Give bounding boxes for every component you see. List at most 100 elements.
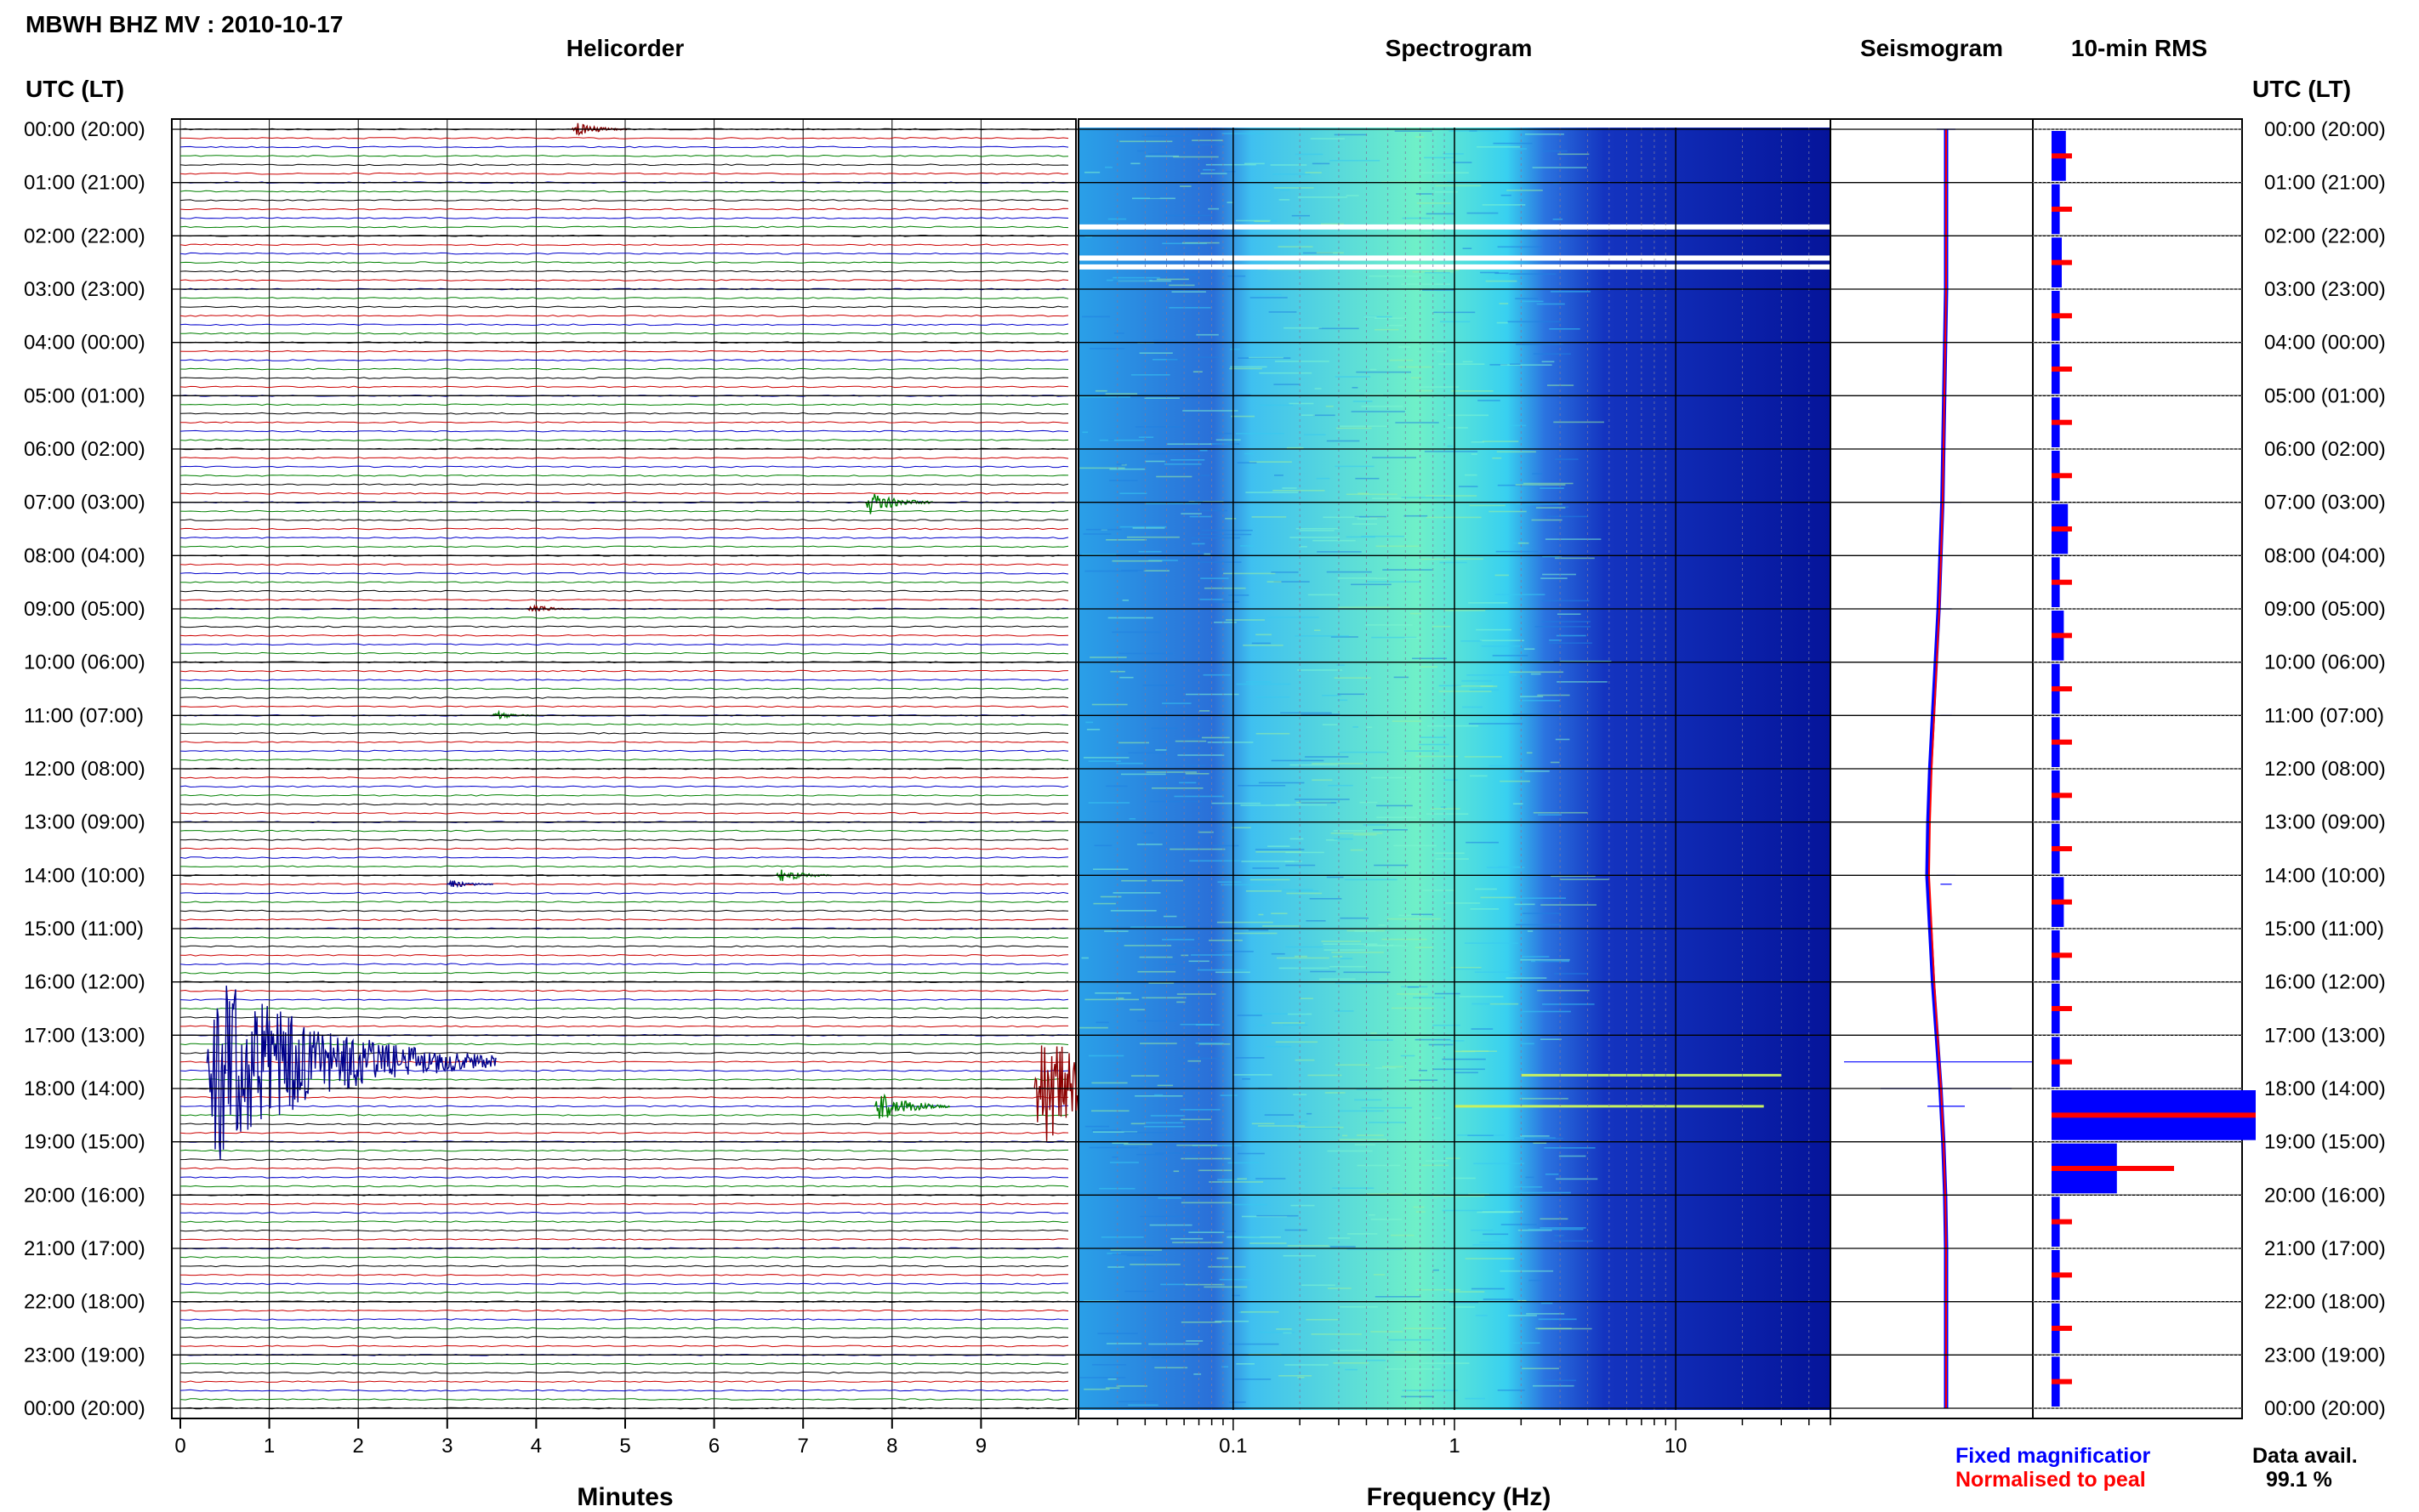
spectrogram-streak: [1468, 1193, 1489, 1195]
helicorder-trace: [179, 617, 1069, 619]
spectrogram-streak: [1188, 144, 1225, 146]
spectrogram-streak: [1344, 878, 1397, 881]
spectrogram-streak: [1471, 1028, 1494, 1030]
spectrogram-streak: [1466, 212, 1499, 214]
helicorder-trace: [179, 1096, 1069, 1099]
spectrogram-streak: [1130, 1009, 1146, 1011]
helicorder-event: [864, 493, 933, 514]
spectrogram-streak: [1181, 765, 1205, 767]
spectrogram-streak: [1425, 495, 1477, 497]
spectrogram-streak: [1141, 997, 1187, 999]
spectrogram-streak: [1326, 440, 1360, 442]
spectrogram-streak: [1453, 1050, 1497, 1052]
spectrogram-streak: [1368, 1122, 1406, 1123]
helicorder-trace: [179, 1291, 1069, 1294]
spectrogram-streak: [1509, 363, 1521, 366]
spectrogram-streak: [1534, 626, 1591, 628]
spectrogram-streak: [1300, 998, 1313, 999]
helicorder-trace: [179, 847, 1069, 850]
spectrogram-streak: [1272, 490, 1325, 492]
spectrogram-streak: [1151, 1356, 1181, 1359]
spectrogram-streak: [1185, 927, 1238, 929]
spectrogram-streak: [1185, 773, 1210, 775]
spectrogram-streak: [1295, 1128, 1339, 1129]
spectrogram-streak: [1251, 1123, 1275, 1125]
spectrogram-streak: [1335, 982, 1389, 984]
spectrogram-streak: [1301, 802, 1337, 804]
hour-label-left: 13:00 (09:00): [24, 811, 145, 834]
spectrogram-streak: [1249, 878, 1290, 881]
helicorder-tick-label: 9: [976, 1435, 987, 1458]
spectrogram-streak: [1497, 1390, 1525, 1391]
spectrogram-streak: [1137, 1020, 1177, 1022]
spectrogram-streak: [1273, 581, 1310, 583]
spectrogram-streak: [1465, 474, 1477, 476]
spectrogram-tick-label: 0.1: [1219, 1435, 1247, 1458]
helicorder-trace: [179, 545, 1069, 549]
spectrogram-streak: [1521, 956, 1550, 958]
spectrogram-streak: [1375, 1296, 1421, 1298]
spectrogram-feature: [1521, 1073, 1782, 1077]
spectrogram-streak: [1187, 1060, 1201, 1062]
helicorder-trace: [179, 172, 1069, 175]
spectrogram-streak: [1545, 538, 1602, 540]
hour-label-right: 14:00 (10:00): [2264, 864, 2386, 887]
spectrogram-streak: [1424, 271, 1450, 274]
spectrogram-streak: [1170, 1237, 1204, 1240]
spectrogram-streak: [1285, 946, 1323, 948]
spectrogram-streak: [1216, 921, 1273, 924]
spectrogram-streak: [1328, 784, 1353, 787]
helicorder-trace: [179, 909, 1069, 912]
spectrogram-streak: [1469, 504, 1505, 507]
hour-label-right: 00:00 (20:00): [2264, 118, 2386, 141]
spectrogram-streak: [1140, 1215, 1192, 1218]
spectrogram-streak: [1450, 1306, 1476, 1308]
spectrogram-streak: [1404, 637, 1420, 639]
spectrogram-streak: [1420, 558, 1451, 560]
spectrogram-streak: [1297, 1377, 1305, 1378]
spectrogram-streak: [1553, 182, 1560, 185]
spectrogram-streak: [1091, 1110, 1130, 1112]
spectrogram-streak: [1278, 967, 1329, 969]
helicorder-trace: [179, 1007, 1069, 1010]
spectrogram-streak: [1201, 529, 1253, 531]
helicorder-trace: [179, 793, 1069, 797]
spectrogram-streak: [1295, 635, 1349, 637]
spectrogram-streak: [1186, 693, 1239, 696]
spectrogram-streak: [1440, 806, 1447, 808]
spectrogram-streak: [1116, 762, 1144, 765]
spectrogram-streak: [1369, 275, 1422, 277]
helicorder-trace: [179, 803, 1069, 806]
helicorder-trace: [179, 731, 1069, 735]
helicorder-trace: [180, 1025, 1068, 1028]
helicorder-trace: [179, 1398, 1069, 1401]
spectrogram-streak: [1138, 550, 1162, 553]
spectrogram-streak: [1332, 956, 1343, 958]
spectrogram-streak: [1517, 1299, 1527, 1302]
spectrogram-streak: [1105, 393, 1138, 395]
spectrogram-streak: [1245, 890, 1282, 892]
spectrogram-streak: [1370, 1219, 1403, 1220]
chart-title: MBWH BHZ MV : 2010-10-17: [26, 11, 343, 37]
spectrogram-streak: [1482, 441, 1519, 442]
spectrogram-streak: [1439, 561, 1467, 564]
spectrogram-streak: [1081, 554, 1117, 555]
spectrogram-streak: [1101, 1236, 1144, 1238]
helicorder-trace: [179, 749, 1069, 753]
spectrogram-streak: [1447, 414, 1488, 417]
spectrogram-streak: [1181, 509, 1227, 512]
helicorder-trace: [179, 811, 1069, 815]
spectrogram-streak: [1337, 699, 1348, 702]
spectrogram-streak: [1079, 396, 1130, 398]
spectrogram-streak: [1283, 327, 1322, 329]
spectrogram-streak: [1415, 136, 1424, 138]
spectrogram-streak: [1507, 148, 1527, 150]
spectrogram-streak: [1471, 453, 1477, 455]
spectrogram-streak: [1371, 636, 1417, 639]
spectrogram-streak: [1522, 912, 1561, 914]
spectrogram-streak: [1489, 1003, 1519, 1005]
spectrogram-streak: [1453, 162, 1472, 163]
spectrogram-streak: [1145, 460, 1165, 463]
spectrogram-streak: [1082, 431, 1089, 434]
spectrogram-streak: [1237, 1152, 1265, 1155]
